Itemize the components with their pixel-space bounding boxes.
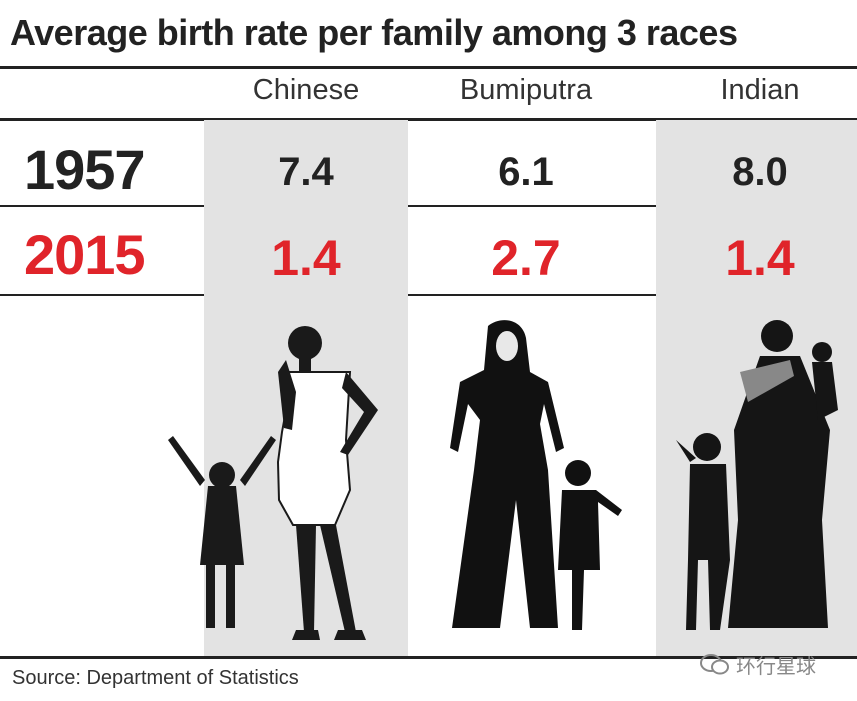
source-note: Source: Department of Statistics [12,667,299,689]
row-label-1957: 1957 [24,138,146,201]
top-rule [0,66,857,69]
chinese-woman-silhouette [276,326,378,640]
indian-child-silhouette [676,433,730,630]
column-header-indian: Indian [720,74,800,106]
value-1957-chinese: 7.4 [278,150,334,194]
watermark-text: 环行星球 [736,656,816,678]
row-rule [0,205,857,207]
value-2015-bumiputra: 2.7 [491,230,561,286]
value-1957-bumiputra: 6.1 [498,150,554,194]
table-bottom-rule [0,294,857,296]
chat-bubble-icon [700,653,729,674]
bumiputra-child-silhouette [558,460,622,630]
chinese-child-silhouette [168,436,276,628]
value-1957-indian: 8.0 [732,150,788,194]
column-header-chinese: Chinese [252,74,360,106]
header-rule [0,118,857,121]
watermark: 环行星球 [700,650,816,679]
row-label-2015: 2015 [24,223,146,286]
bottom-rule [0,656,857,659]
value-2015-chinese: 1.4 [271,230,341,286]
column-header-bumiputra: Bumiputra [459,74,593,106]
value-2015-indian: 1.4 [725,230,795,286]
bumiputra-woman-silhouette [450,320,564,628]
indian-woman-silhouette [728,320,838,628]
chart-title: Average birth rate per family among 3 ra… [10,12,738,53]
